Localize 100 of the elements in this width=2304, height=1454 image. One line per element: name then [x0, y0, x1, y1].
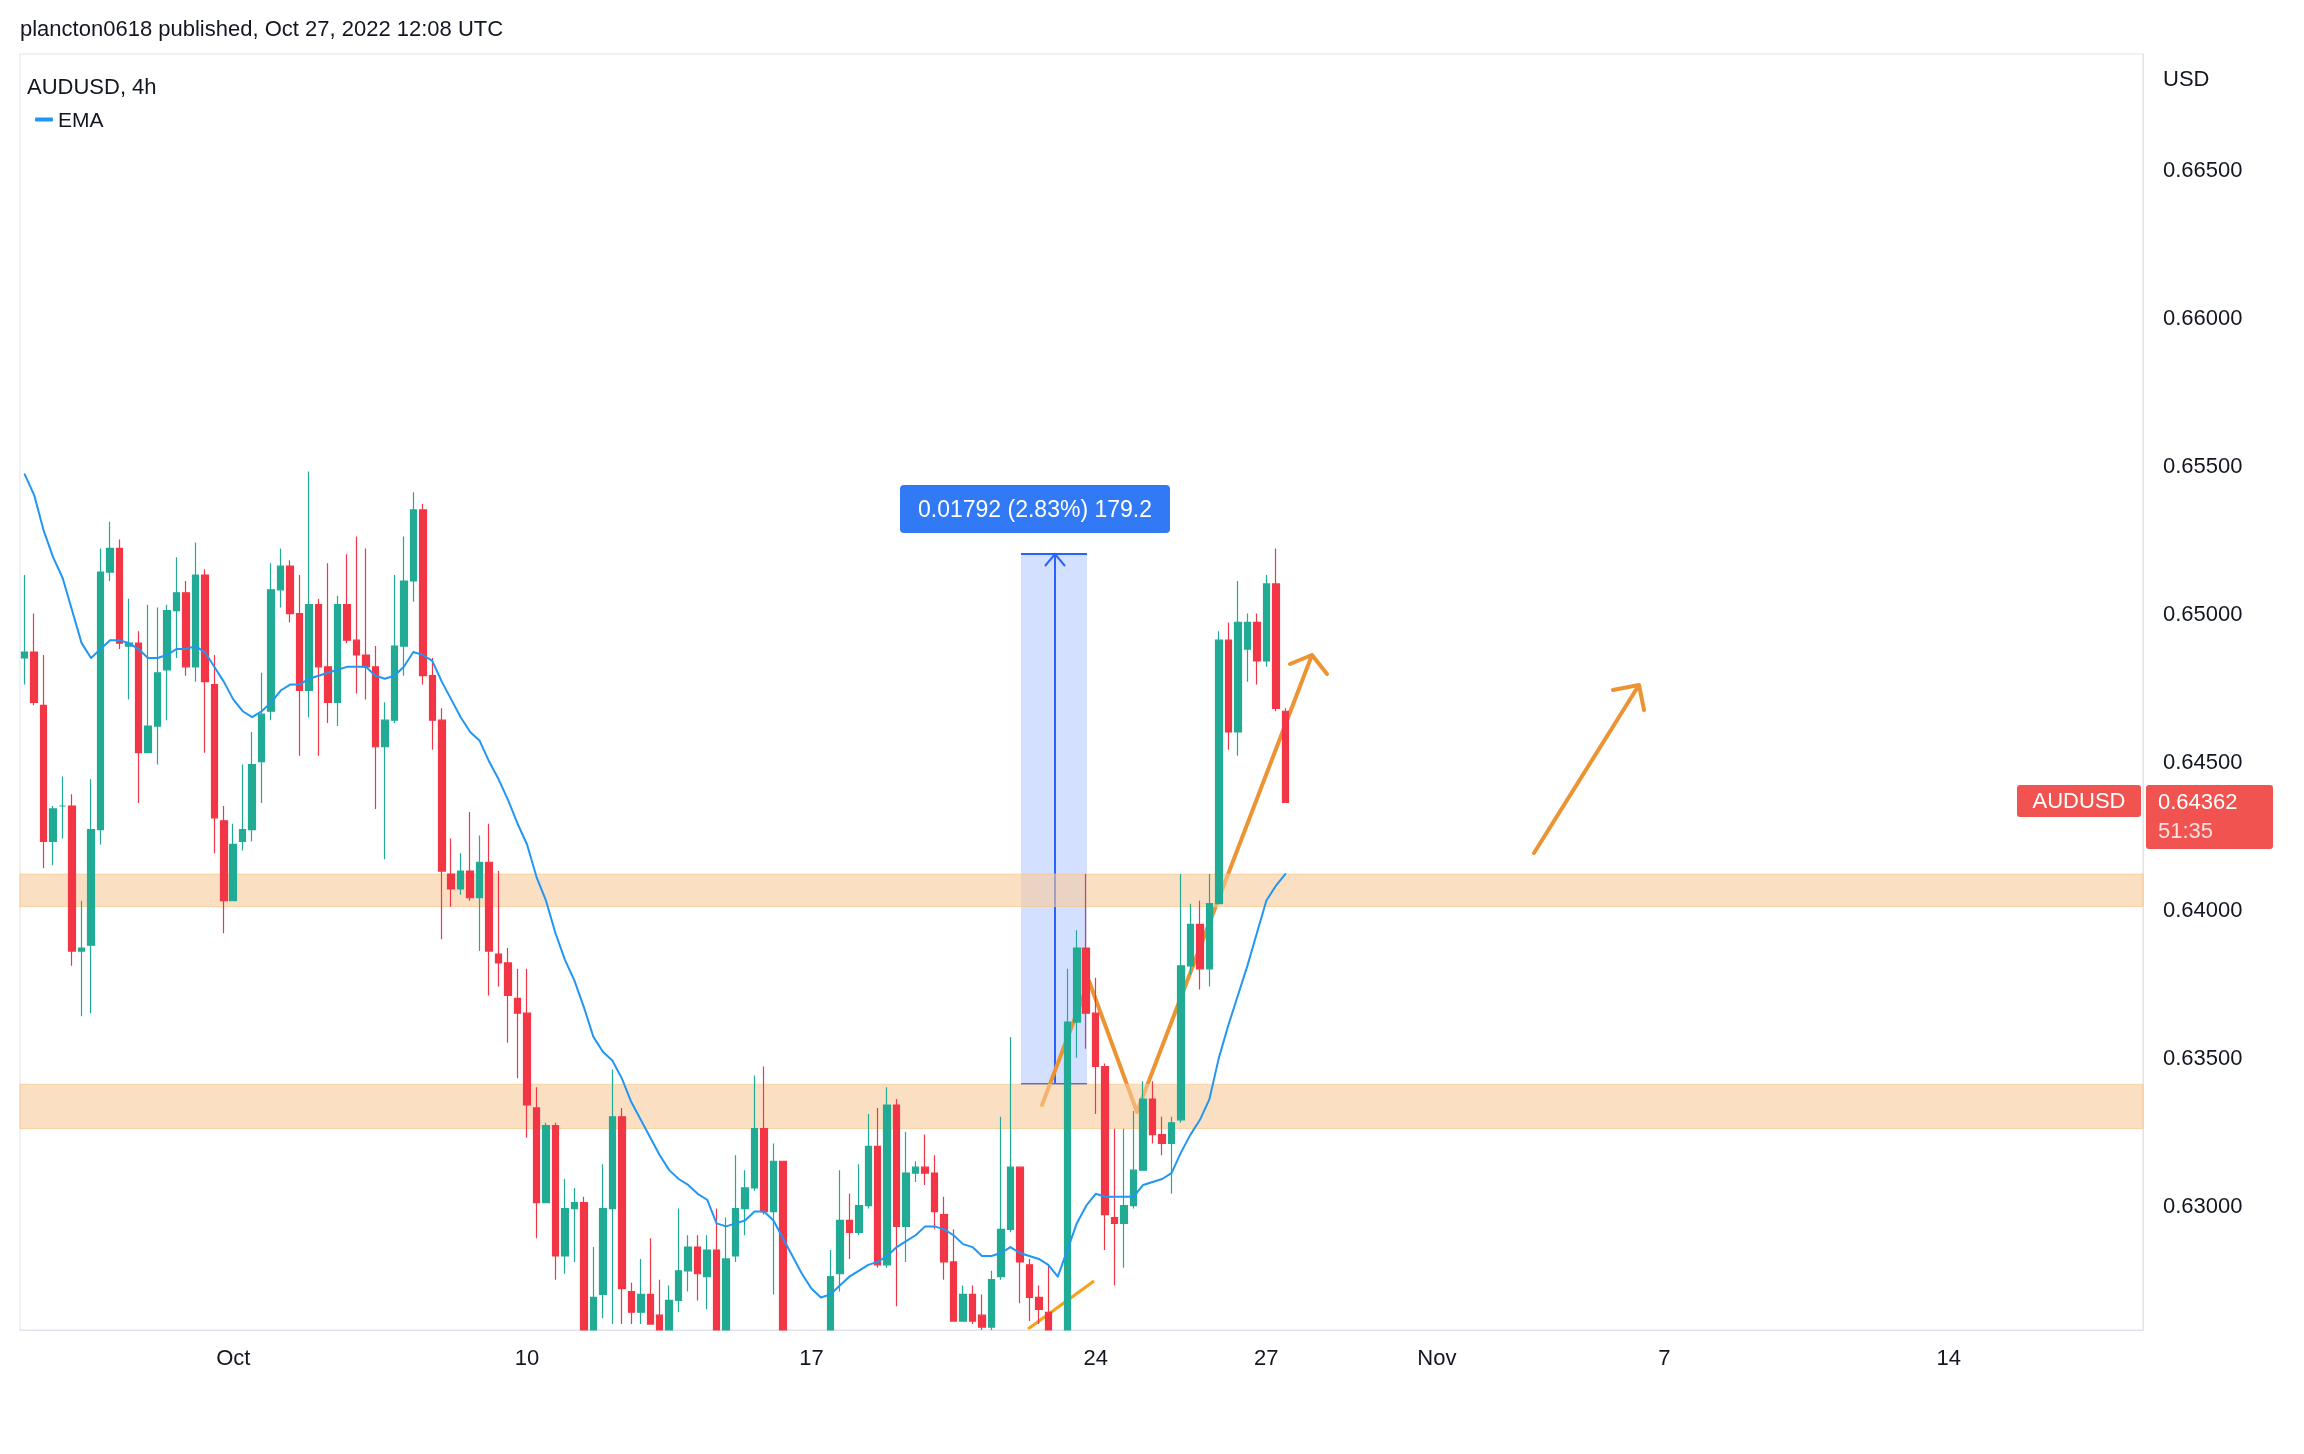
line-series	[23, 473, 1287, 1299]
candlestick	[361, 547, 371, 700]
candlestick	[181, 580, 191, 677]
candlestick	[172, 556, 181, 659]
candlestick	[1091, 977, 1100, 1115]
x-tick-label: 14	[1936, 1344, 1961, 1370]
candlestick	[541, 1122, 551, 1204]
candlestick	[503, 947, 513, 1044]
candlestick	[712, 1208, 721, 1331]
candlestick	[1195, 900, 1205, 991]
candlestick	[1148, 1080, 1157, 1145]
candlestick	[920, 1134, 930, 1186]
candlestick	[664, 1284, 674, 1331]
candlestick	[115, 538, 124, 650]
candlestick	[598, 1163, 608, 1319]
candlestick	[1214, 630, 1224, 905]
candlestick	[930, 1154, 939, 1230]
candlestick	[1034, 1284, 1044, 1325]
text: plancton0618 published, Oct 27, 2022 12:08 UTC	[20, 16, 504, 42]
candlestick	[1252, 612, 1262, 686]
x-tick-label: 10	[514, 1344, 540, 1370]
candlestick	[778, 1160, 788, 1331]
y-tick-label: 0.64500	[2163, 749, 2243, 775]
legend-label: EMA	[58, 108, 104, 131]
candlestick	[143, 604, 153, 754]
candlestick	[48, 805, 58, 866]
candlestick	[494, 870, 503, 988]
candlestick	[266, 562, 276, 721]
candlestick	[200, 568, 210, 754]
candlestick	[399, 535, 409, 677]
candlestick	[304, 470, 314, 718]
candlestick	[1271, 547, 1281, 712]
candlestick	[96, 547, 105, 846]
y-tick-label: 0.63000	[2163, 1193, 2243, 1219]
candlestick	[731, 1154, 740, 1263]
candlestick	[352, 535, 361, 695]
candlestick	[58, 775, 67, 840]
candlestick	[210, 654, 219, 854]
candlestick	[465, 811, 475, 902]
candlestick	[409, 491, 418, 603]
candlestick	[390, 574, 399, 724]
candlestick	[418, 503, 428, 686]
candlestick	[134, 630, 143, 804]
candlestick	[627, 1282, 636, 1325]
candlestick	[683, 1234, 693, 1293]
candlestick	[608, 1068, 617, 1325]
x-tick-label: 17	[799, 1344, 824, 1370]
x-tick-label: Oct	[216, 1344, 251, 1370]
candlestick	[371, 645, 380, 810]
candlestick	[721, 1216, 731, 1331]
candlestick	[1081, 873, 1091, 1050]
candlestick	[655, 1279, 664, 1331]
candlestick	[1281, 707, 1290, 804]
candlestick	[1186, 903, 1195, 976]
candlestick	[219, 805, 229, 934]
candlestick	[285, 559, 295, 624]
candlestick	[484, 823, 494, 997]
text: 51:35	[2158, 817, 2214, 846]
candlestick	[428, 657, 437, 751]
candlestick	[702, 1234, 712, 1310]
candlestick	[314, 598, 323, 757]
candlestick	[1262, 574, 1271, 668]
candlestick	[475, 834, 484, 952]
candlestick	[949, 1228, 958, 1322]
candlestick	[646, 1237, 655, 1325]
candlestick	[873, 1107, 882, 1269]
candlestick	[153, 607, 162, 766]
candlestick	[674, 1208, 683, 1313]
candlestick	[570, 1187, 579, 1263]
candlestick	[958, 1284, 968, 1322]
candlestick	[456, 852, 465, 896]
candlestick	[551, 1122, 560, 1281]
candlestick	[39, 654, 48, 869]
candlestick	[67, 793, 77, 967]
y-tick-label: 0.63500	[2163, 1045, 2243, 1071]
x-tick-label: 24	[1083, 1344, 1108, 1370]
candlestick	[1119, 1128, 1129, 1269]
annotation: 0.01792 (2.83%) 179.2	[900, 485, 1171, 533]
candlestick	[826, 1249, 835, 1331]
y-tick-label: 0.65500	[2163, 453, 2243, 479]
candlestick	[968, 1284, 977, 1325]
candlestick	[759, 1065, 769, 1216]
candlestick	[750, 1074, 759, 1192]
candlestick	[437, 707, 447, 940]
x-tick-label: 7	[1658, 1344, 1671, 1370]
candlestick	[835, 1169, 845, 1293]
candlestick	[522, 968, 532, 1139]
candlestick	[1224, 621, 1233, 751]
candlestick	[901, 1131, 911, 1263]
candlestick	[77, 900, 86, 1017]
candlestick	[1044, 1264, 1053, 1331]
candlestick	[380, 701, 390, 860]
candlestick	[1243, 612, 1252, 683]
candlestick	[162, 604, 172, 721]
candlestick	[20, 574, 29, 686]
candlestick	[513, 968, 522, 1079]
y-tick-label: 0.66000	[2163, 304, 2243, 330]
candlestick	[1167, 1116, 1176, 1195]
annotation: AUDUSD	[2017, 785, 2141, 818]
candlestick	[864, 1113, 873, 1210]
